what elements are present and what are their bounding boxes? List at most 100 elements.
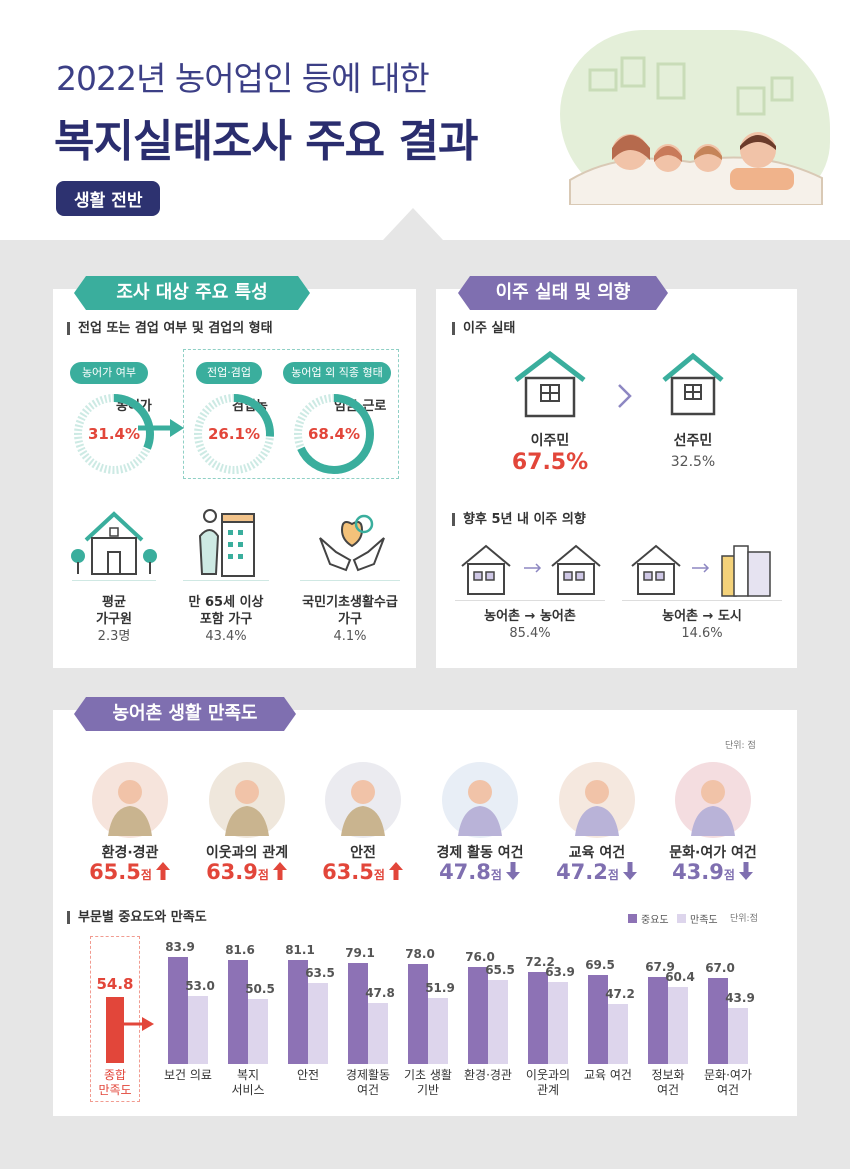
satisfaction-value-label: 63.5 <box>305 965 335 980</box>
satisfaction-illustration <box>675 762 751 838</box>
category-label: 교육 여건 <box>578 1068 638 1083</box>
score-unit: 점 <box>607 868 619 882</box>
ring-parttime-value: 26.1% <box>207 425 261 443</box>
stat-elderly-household: 만 65세 이상 포함 가구 43.4% <box>168 594 284 645</box>
importance-bar <box>288 960 308 1064</box>
intent-value: 14.6% <box>681 626 723 641</box>
pill-farm-household: 농어가 여부 <box>70 362 148 384</box>
divider <box>72 580 156 581</box>
stat-value: 43.4% <box>205 629 247 644</box>
ring-wage-value: 68.4% <box>307 425 361 443</box>
ring-farm-value: 31.4% <box>87 425 141 443</box>
satisfaction-item-name: 경제 활동 여건 <box>436 845 524 861</box>
category-label-line: 여건 <box>716 1083 740 1097</box>
mover-value: 67.5% <box>511 450 589 475</box>
ring-fill <box>194 394 274 474</box>
stat-label-line1: 만 65세 이상 <box>188 595 264 610</box>
satisfaction-item-value: 63.9점 <box>187 860 307 884</box>
importance-value-label: 67.9 <box>645 960 675 975</box>
satisfaction-illustration <box>92 762 168 838</box>
legend-swatch-importance <box>628 914 637 923</box>
satisfaction-value-label: 63.9 <box>545 965 575 980</box>
category-label-line: 이웃과의 <box>525 1068 571 1082</box>
importance-value-label: 83.9 <box>165 939 195 954</box>
stat-label-line2: 포함 가구 <box>199 612 253 627</box>
stat-label-line1: 평균 <box>102 595 126 610</box>
mover-label: 이주민 <box>530 433 570 449</box>
pill-fulltime-parttime: 전업·겸업 <box>196 362 262 384</box>
header-pointer <box>383 208 443 240</box>
importance-bar <box>228 959 248 1064</box>
score-unit: 점 <box>140 868 152 882</box>
intent-city: 농어촌 → 도시 14.6% <box>622 608 782 642</box>
category-label: 환경·경관 <box>458 1068 518 1083</box>
arrow-right-icon <box>122 1017 154 1031</box>
caring-hands-heart-icon <box>319 514 385 572</box>
satisfaction-value-label: 50.5 <box>245 982 275 997</box>
satisfaction-item-name: 문화·여가 여건 <box>669 845 757 861</box>
score-unit: 점 <box>723 868 735 882</box>
importance-value-label: 81.1 <box>285 943 315 958</box>
satisfaction-item-value: 47.2점 <box>537 860 657 884</box>
overall-value: 54.8 <box>96 975 134 993</box>
satisfaction-bar <box>308 982 328 1064</box>
score-unit: 점 <box>490 868 502 882</box>
score-number: 65.5 <box>89 860 141 884</box>
satisfaction-item-name: 안전 <box>350 845 376 861</box>
satisfaction-bar <box>488 980 508 1064</box>
divider <box>300 580 400 581</box>
arrow-down-icon <box>505 862 520 880</box>
chart-subhead: 부문별 중요도와 만족도 <box>67 911 207 924</box>
arrow-down-icon <box>738 862 753 880</box>
intent-value: 85.4% <box>509 626 551 641</box>
category-label: 보건 의료 <box>158 1068 218 1083</box>
family-illustration <box>560 30 830 206</box>
category-label-line: 서비스 <box>231 1083 265 1097</box>
divider <box>183 580 269 581</box>
migration-ribbon: 이주 실태 및 의향 <box>458 276 668 310</box>
intent-subhead: 향후 5년 내 이주 의향 <box>452 513 586 526</box>
stat-label-line2: 가구 <box>338 612 362 627</box>
legend-swatch-satisfaction <box>677 914 686 923</box>
satisfaction-item-name: 이웃과의 관계 <box>205 845 289 861</box>
score-number: 43.9 <box>672 860 724 884</box>
satisfaction-bar <box>368 1002 388 1064</box>
importance-bar <box>168 956 188 1064</box>
category-label-line: 관계 <box>536 1083 560 1097</box>
score-number: 47.2 <box>556 860 608 884</box>
stat-label-line1: 국민기초생활수급 <box>302 595 398 610</box>
overall-label: 종합 만족도 <box>90 1068 140 1098</box>
satisfaction-value-label: 47.2 <box>605 986 635 1001</box>
category-label-line: 기반 <box>416 1083 440 1097</box>
pill-other-job-type: 농어업 외 직종 형태 <box>283 362 391 384</box>
chart-unit: 단위:점 <box>730 914 758 924</box>
satisfaction-bar <box>248 999 268 1064</box>
category-label-line: 여건 <box>656 1083 680 1097</box>
village-to-village-icon <box>461 544 601 595</box>
satisfaction-ribbon: 농어촌 생활 만족도 <box>74 697 296 731</box>
arrow-right-icon <box>138 419 184 437</box>
importance-value-label: 67.0 <box>705 961 735 976</box>
ring-farm: 31.4% <box>72 392 156 476</box>
importance-value-label: 72.2 <box>525 954 555 969</box>
importance-bar <box>468 966 488 1064</box>
importance-bar <box>588 975 608 1064</box>
stat-value: 2.3명 <box>97 629 131 644</box>
satisfaction-item-name: 환경·경관 <box>101 845 159 861</box>
chevron-right-icon <box>618 384 632 408</box>
satisfaction-value-label: 43.9 <box>725 990 755 1005</box>
satisfaction-value-label: 65.5 <box>485 963 515 978</box>
category-label: 기초 생활 기반 <box>398 1068 458 1098</box>
category-label: 경제활동 여건 <box>338 1068 398 1098</box>
category-label-line: 문화·여가 <box>704 1068 752 1082</box>
satisfaction-bar <box>728 1007 748 1064</box>
divider <box>455 600 605 601</box>
overall-box <box>90 936 140 1102</box>
score-unit: 점 <box>373 868 385 882</box>
category-label-line: 경제활동 <box>345 1068 391 1082</box>
overall-bar <box>106 997 124 1063</box>
overall-label-line2: 만족도 <box>98 1083 132 1097</box>
satisfaction-item-value: 47.8점 <box>420 860 540 884</box>
intent-label: 농어촌 → 도시 <box>662 609 742 624</box>
survey-ribbon: 조사 대상 주요 특성 <box>74 276 310 310</box>
